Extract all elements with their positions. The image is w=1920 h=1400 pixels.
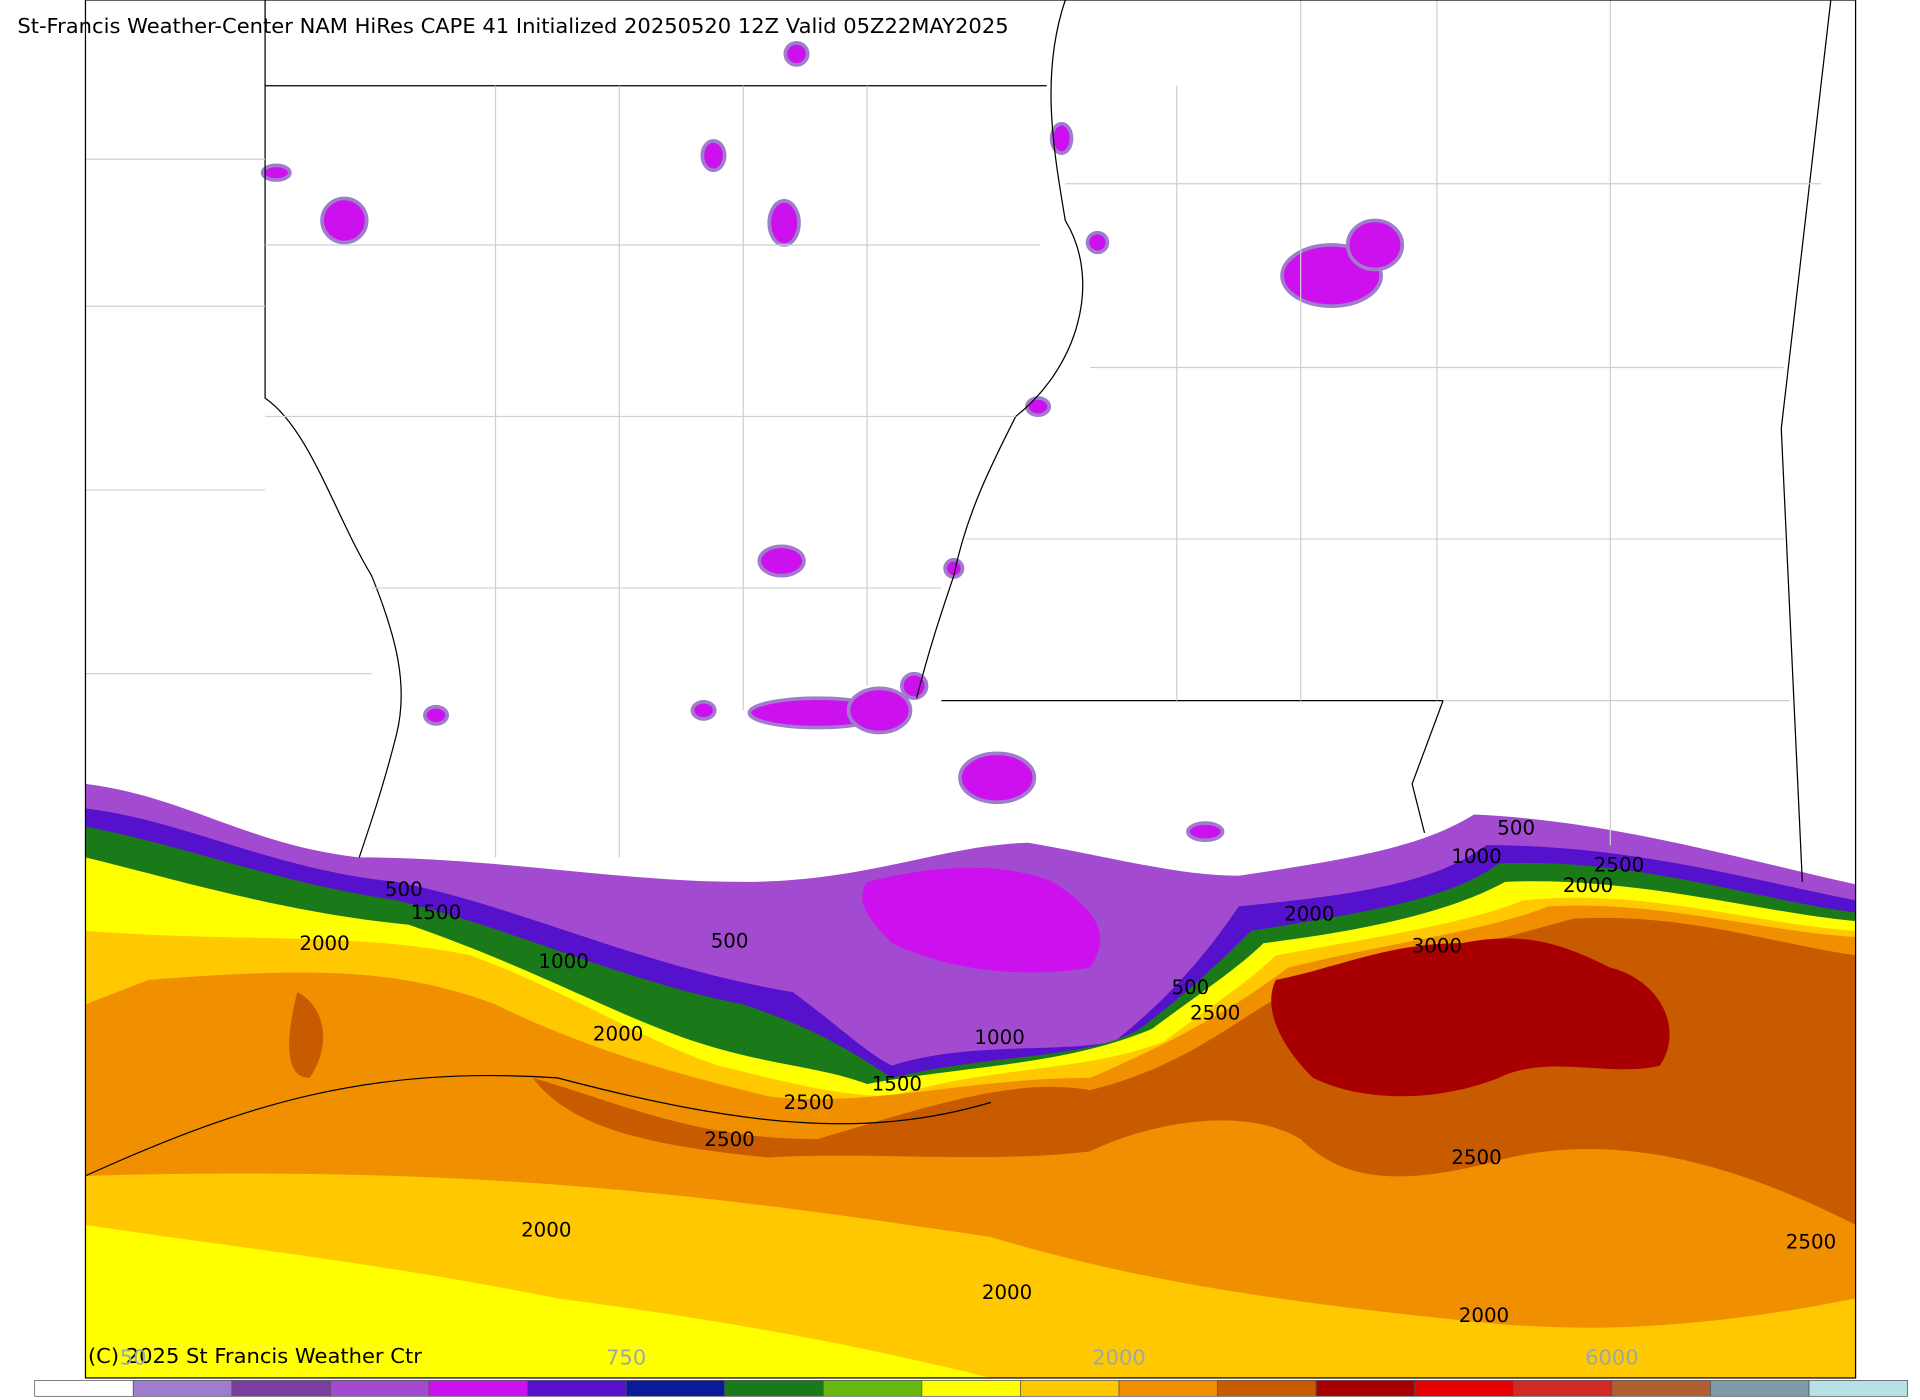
colorbar-swatch — [921, 1380, 1021, 1397]
colorbar-label: 6000 — [1585, 1346, 1639, 1370]
contour-label: 2000 — [1459, 1304, 1509, 1327]
colorbar-swatch — [1414, 1380, 1514, 1397]
contour-label: 500 — [385, 878, 423, 901]
contour-label: 2000 — [521, 1219, 571, 1242]
convection-cells — [260, 41, 1405, 843]
contour-label: 2000 — [1563, 874, 1613, 897]
contour-label: 2000 — [982, 1281, 1032, 1304]
contour-label: 1000 — [1451, 845, 1501, 868]
contour-label: 500 — [1172, 976, 1210, 999]
contour-label: 2500 — [704, 1128, 754, 1151]
colorbar-swatch — [822, 1380, 923, 1397]
contour-label: 1000 — [538, 950, 588, 973]
cape-field — [85, 783, 1856, 1378]
contour-label: 2000 — [1284, 903, 1334, 926]
copyright: (C) 2025 St Francis Weather Ctr — [88, 1344, 422, 1368]
colorbar-swatch — [1512, 1380, 1613, 1397]
colorbar-swatch — [1710, 1380, 1810, 1397]
contour-label: 2000 — [593, 1023, 643, 1046]
county-lines — [85, 0, 1821, 858]
contour-label: 3000 — [1412, 934, 1462, 957]
colorbar-swatch — [231, 1380, 331, 1397]
contour-label: 1000 — [974, 1026, 1024, 1049]
contour-label: 2500 — [1451, 1146, 1501, 1169]
colorbar-swatch — [330, 1380, 430, 1397]
contour-label: 2500 — [1190, 1002, 1240, 1025]
contour-label: 500 — [711, 929, 749, 952]
colorbar-swatch — [1315, 1380, 1416, 1397]
colorbar: 50 750 2000 6000 — [34, 1346, 1908, 1397]
colorbar-swatch — [34, 1380, 134, 1397]
contour-labels: 5001500200010005002000150025002500200010… — [299, 817, 1836, 1327]
colorbar-swatch — [1020, 1380, 1120, 1397]
colorbar-label: 750 — [606, 1346, 646, 1370]
colorbar-swatch — [724, 1380, 824, 1397]
colorbar-label: 50 — [120, 1346, 147, 1370]
boundaries — [85, 0, 1832, 1177]
contour-label: 2500 — [784, 1091, 834, 1114]
contour-label: 1500 — [411, 901, 461, 924]
map-frame — [84, 0, 1857, 1379]
colorbar-swatch — [132, 1380, 233, 1397]
contour-label: 2000 — [299, 932, 349, 955]
colorbar-swatch — [428, 1380, 528, 1397]
colorbar-swatch — [1118, 1380, 1218, 1397]
contour-label: 2500 — [1594, 854, 1644, 877]
colorbar-label: 2000 — [1092, 1346, 1146, 1370]
colorbar-swatch — [1611, 1380, 1711, 1397]
contour-label: 500 — [1497, 817, 1535, 840]
title: St-Francis Weather-Center NAM HiRes CAPE… — [17, 14, 1008, 38]
colorbar-swatch — [527, 1380, 627, 1397]
contour-label: 2500 — [1786, 1231, 1836, 1254]
colorbar-swatch — [1217, 1380, 1317, 1397]
contour-label: 1500 — [872, 1073, 922, 1096]
colorbar-swatch — [1808, 1380, 1908, 1397]
colorbar-swatch — [625, 1380, 726, 1397]
